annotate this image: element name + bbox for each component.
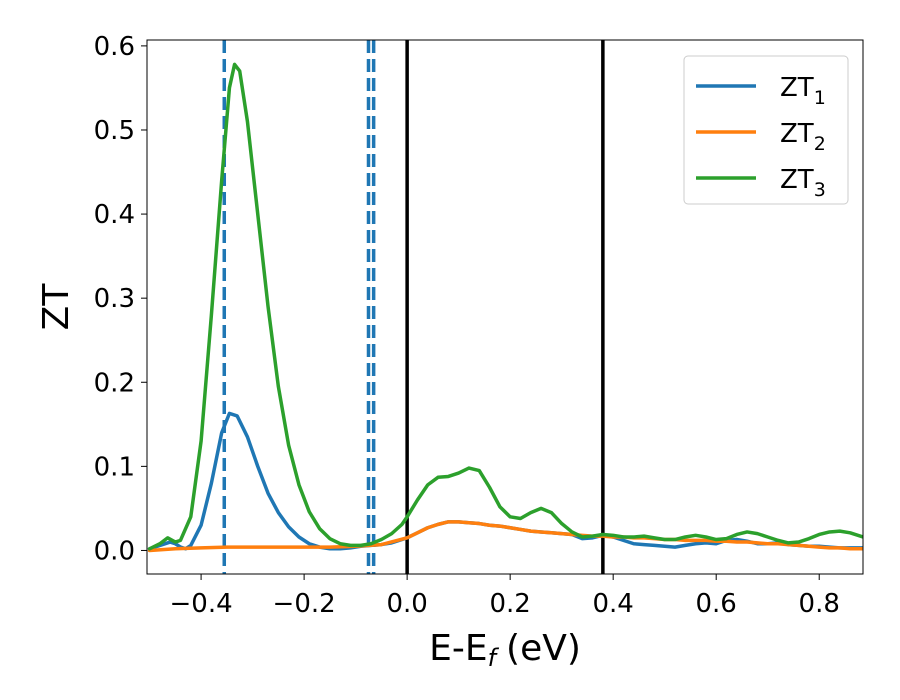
- legend-box: [683, 55, 849, 205]
- y-tick-label: 0.3: [94, 284, 135, 314]
- legend: ZT1 ZT2 ZT3: [683, 55, 849, 205]
- x-tick-label: −0.4: [170, 589, 233, 619]
- x-tick-label: 0.8: [799, 589, 840, 619]
- plot-frame: [146, 39, 864, 575]
- y-axis-label: ZT: [36, 283, 77, 331]
- y-tick-label: 0.0: [94, 536, 135, 566]
- legend-item: ZT1: [696, 73, 826, 109]
- x-tick-label: 0.0: [386, 589, 427, 619]
- x-axis-label-unit: (eV): [506, 628, 581, 669]
- y-tick-label: 0.2: [94, 368, 135, 398]
- legend-items: ZT1 ZT2 ZT3: [696, 73, 826, 201]
- legend-label: ZT1: [780, 73, 826, 109]
- x-axis: −0.4 −0.2 0.0 0.2 0.4 0.6 0.8: [170, 574, 840, 619]
- x-tick-label: 0.4: [592, 589, 633, 619]
- legend-item: ZT3: [696, 165, 826, 201]
- x-tick-label: 0.6: [696, 589, 737, 619]
- y-tick-label: 0.1: [94, 452, 135, 482]
- x-axis-label: E-Ef (eV): [429, 628, 581, 672]
- y-tick-label: 0.4: [94, 200, 135, 230]
- legend-label: ZT2: [780, 119, 826, 155]
- legend-label: ZT3: [780, 165, 826, 201]
- legend-item: ZT2: [696, 119, 826, 155]
- y-tick-label: 0.5: [94, 116, 135, 146]
- y-axis: 0.0 0.1 0.2 0.3 0.4 0.5 0.6: [94, 32, 147, 566]
- x-tick-label: 0.2: [489, 589, 530, 619]
- x-tick-label: −0.2: [273, 589, 336, 619]
- series-line-zt3: [147, 62, 863, 551]
- y-tick-label: 0.6: [94, 32, 135, 62]
- series-lines: [147, 62, 863, 553]
